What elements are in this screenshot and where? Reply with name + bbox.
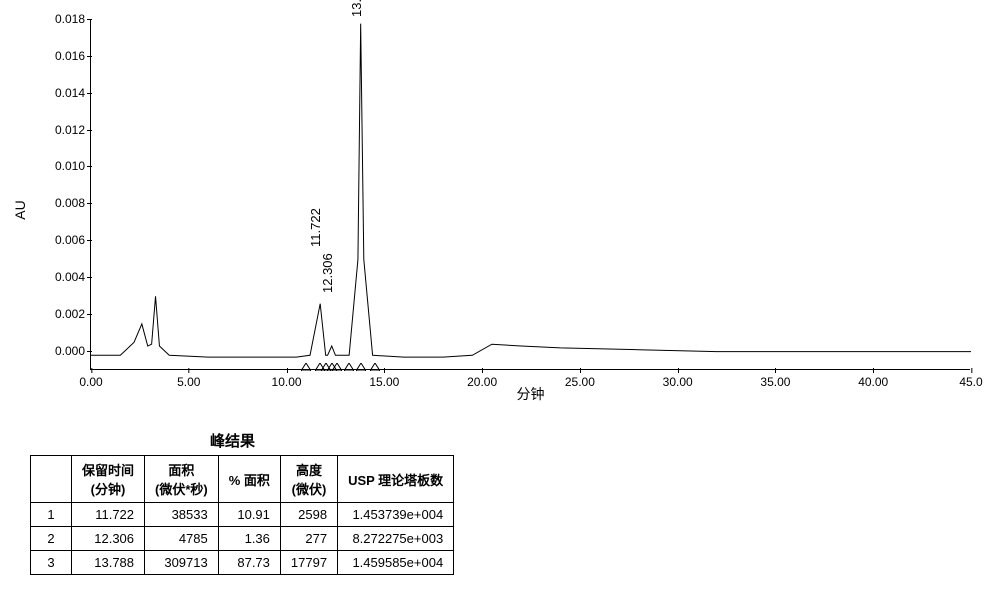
y-axis-label: AU bbox=[12, 200, 28, 219]
cell-usp: 8.272275e+003 bbox=[338, 527, 454, 551]
cell-height: 277 bbox=[280, 527, 337, 551]
x-tick: 45.0 bbox=[959, 369, 982, 389]
table-row: 212.30647851.362778.272275e+003 bbox=[31, 527, 454, 551]
table-row: 313.78830971387.73177971.459585e+004 bbox=[31, 551, 454, 575]
cell-area: 309713 bbox=[145, 551, 219, 575]
y-tick: 0.012 bbox=[55, 123, 91, 137]
x-axis-label: 分钟 bbox=[517, 384, 545, 404]
cell-height: 17797 bbox=[280, 551, 337, 575]
cell-usp: 1.453739e+004 bbox=[338, 503, 454, 527]
cell-area: 38533 bbox=[145, 503, 219, 527]
table-row: 111.7223853310.9125981.453739e+004 bbox=[31, 503, 454, 527]
rownum-header bbox=[31, 456, 72, 503]
column-header: 面积(微伏*秒) bbox=[145, 456, 219, 503]
y-tick: 0.004 bbox=[55, 270, 91, 284]
column-header: 高度(微伏) bbox=[280, 456, 337, 503]
cell-height: 2598 bbox=[280, 503, 337, 527]
y-tick: 0.008 bbox=[55, 196, 91, 210]
x-tick: 20.00 bbox=[467, 369, 497, 389]
cell-pct: 1.36 bbox=[218, 527, 280, 551]
x-tick: 30.00 bbox=[663, 369, 693, 389]
y-tick: 0.010 bbox=[55, 159, 91, 173]
table-title: 峰结果 bbox=[210, 430, 990, 451]
row-number: 2 bbox=[31, 527, 72, 551]
peak-marker-icon bbox=[301, 363, 311, 371]
x-tick: 5.00 bbox=[177, 369, 200, 389]
y-tick: 0.014 bbox=[55, 86, 91, 100]
x-tick: 15.00 bbox=[369, 369, 399, 389]
peak-marker-icon bbox=[332, 363, 342, 371]
cell-rt: 12.306 bbox=[72, 527, 145, 551]
y-tick: 0.000 bbox=[55, 344, 91, 358]
x-tick: 10.00 bbox=[272, 369, 302, 389]
peak-results-table: 保留时间(分钟)面积(微伏*秒)% 面积高度(微伏)USP 理论塔板数111.7… bbox=[30, 455, 454, 575]
cell-rt: 13.788 bbox=[72, 551, 145, 575]
peak-results-section: 峰结果 保留时间(分钟)面积(微伏*秒)% 面积高度(微伏)USP 理论塔板数1… bbox=[30, 430, 990, 575]
peak-marker-icon bbox=[344, 363, 354, 371]
cell-pct: 10.91 bbox=[218, 503, 280, 527]
x-tick: 0.00 bbox=[79, 369, 102, 389]
peak-label: 11.722 bbox=[308, 208, 323, 247]
column-header: % 面积 bbox=[218, 456, 280, 503]
cell-rt: 11.722 bbox=[72, 503, 145, 527]
y-tick: 0.006 bbox=[55, 233, 91, 247]
row-number: 1 bbox=[31, 503, 72, 527]
row-number: 3 bbox=[31, 551, 72, 575]
x-tick: 40.00 bbox=[858, 369, 888, 389]
chromatogram-chart: AU 分钟 0.0000.0020.0040.0060.0080.0100.01… bbox=[30, 10, 990, 410]
peak-marker-icon bbox=[356, 363, 366, 371]
peak-label: 12.306 bbox=[320, 254, 335, 294]
column-header: USP 理论塔板数 bbox=[338, 456, 454, 503]
plot-area: 分钟 0.0000.0020.0040.0060.0080.0100.0120.… bbox=[90, 20, 970, 370]
y-tick: 0.018 bbox=[55, 12, 91, 26]
cell-pct: 87.73 bbox=[218, 551, 280, 575]
peak-marker-icon bbox=[370, 363, 380, 371]
y-tick: 0.016 bbox=[55, 49, 91, 63]
y-tick: 0.002 bbox=[55, 307, 91, 321]
trace-line bbox=[91, 20, 971, 370]
column-header: 保留时间(分钟) bbox=[72, 456, 145, 503]
cell-usp: 1.459585e+004 bbox=[338, 551, 454, 575]
peak-label: 13.788 bbox=[349, 0, 364, 17]
cell-area: 4785 bbox=[145, 527, 219, 551]
x-tick: 25.00 bbox=[565, 369, 595, 389]
x-tick: 35.00 bbox=[760, 369, 790, 389]
